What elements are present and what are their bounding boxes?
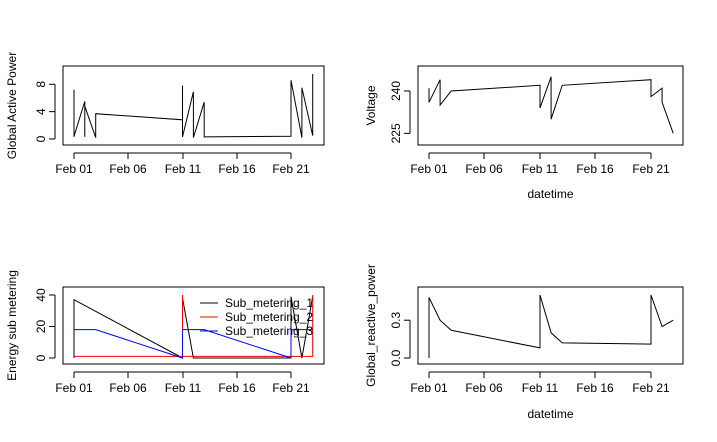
series-line-sub-metering-1 (73, 296, 314, 359)
x-tick-label: Feb 21 (632, 381, 670, 395)
x-axis-label: datetime (527, 187, 573, 201)
x-tick-label: Feb 06 (109, 381, 147, 395)
x-tick-label: Feb 16 (576, 381, 614, 395)
x-tick-label: Feb 11 (522, 162, 559, 176)
panel-1: Feb 01 Feb 06 Feb 11 Feb 16 Feb 21 0 4 8 Global … (5, 52, 325, 176)
y-tick-label: 40 (34, 288, 48, 302)
series-line-sub-metering-3 (74, 329, 313, 359)
x-tick-label: Feb 06 (465, 381, 503, 395)
x-tick-label: Feb 16 (576, 162, 614, 176)
panel-2: Feb 01 Feb 06 Feb 11 Feb 16 Feb 21 225 240 Volt… (364, 65, 684, 201)
x-tick-label: Feb 06 (109, 162, 147, 176)
x-tick-label: Feb 16 (218, 162, 256, 176)
y-tick-label: 0 (34, 135, 48, 142)
x-tick-label: Feb 11 (165, 162, 202, 176)
y-axis-label: Energy sub metering (5, 270, 19, 381)
legend-label: Sub_metering_1 (225, 296, 313, 310)
y-tick-label: 0 (34, 354, 48, 361)
x-axis-label: datetime (527, 407, 573, 421)
y-tick-label: 225 (389, 123, 403, 143)
x-tick-label: Feb 01 (55, 381, 93, 395)
x-tick-label: Feb 01 (410, 381, 448, 395)
y-tick-label: 240 (389, 81, 403, 101)
x-tick-label: Feb 21 (272, 162, 310, 176)
plot-frame (417, 286, 684, 365)
y-tick-label: 8 (34, 81, 48, 88)
x-tick-label: Feb 11 (165, 381, 202, 395)
series-line-1 (428, 76, 674, 134)
series-line-1 (428, 294, 674, 358)
plot-frame (62, 65, 325, 146)
x-tick-label: Feb 21 (272, 381, 310, 395)
x-tick-label: Feb 11 (522, 381, 559, 395)
y-axis-label: Global_reactive_power (364, 264, 378, 387)
y-tick-label: 4 (34, 108, 48, 115)
y-tick-label: 0.0 (389, 349, 403, 366)
series-line-1 (73, 74, 314, 138)
y-axis-label: Voltage (364, 85, 378, 125)
panel-3: Feb 01 Feb 06 Feb 11 Feb 16 Feb 21 0 20 40 Energ… (5, 270, 325, 395)
x-tick-label: Feb 21 (632, 162, 670, 176)
legend-label: Sub_metering_3 (225, 324, 313, 338)
legend: Sub_metering_1Sub_metering_2Sub_metering… (200, 296, 313, 338)
panel-4: Feb 01 Feb 06 Feb 11 Feb 16 Feb 21 0.0 0.3 Glob… (364, 264, 684, 421)
y-tick-label: 20 (34, 320, 48, 334)
x-tick-label: Feb 06 (465, 162, 503, 176)
x-tick-label: Feb 16 (218, 381, 256, 395)
x-tick-label: Feb 01 (55, 162, 93, 176)
plot-frame (62, 286, 325, 365)
legend-label: Sub_metering_2 (225, 310, 313, 324)
x-tick-label: Feb 01 (410, 162, 448, 176)
y-axis-label: Global Active Power (5, 52, 19, 159)
y-tick-label: 0.3 (389, 312, 403, 329)
plot-frame (417, 65, 684, 146)
